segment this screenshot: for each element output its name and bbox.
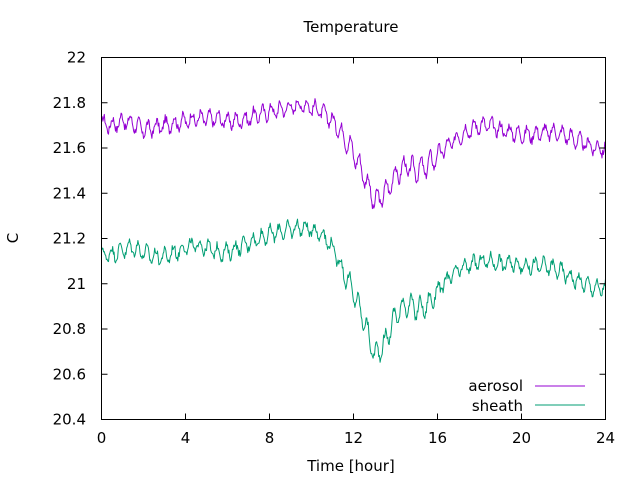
y-tick-label: 20.8: [53, 320, 86, 338]
y-tick-label: 22: [67, 49, 86, 67]
series-line-sheath: [101, 218, 606, 363]
plot-border: [101, 57, 606, 420]
x-axis-label: Time [hour]: [306, 457, 395, 475]
x-tick-label: 4: [181, 429, 191, 447]
chart-title: Temperature: [302, 18, 398, 36]
x-tick-label: 0: [97, 429, 107, 447]
y-axis-label: C: [4, 233, 22, 243]
x-tick-label: 12: [344, 429, 363, 447]
y-tick-label: 21.8: [53, 94, 86, 112]
y-tick-label: 21: [67, 275, 86, 293]
x-axis-ticks: 0 4 8 12 16 20 24: [97, 57, 615, 447]
y-tick-label: 20.4: [53, 411, 86, 429]
y-tick-label: 21.4: [53, 184, 86, 202]
y-axis-ticks: 20.4 20.6 20.8 21 21.2 21.4 21.6 21.8 22: [53, 49, 606, 429]
legend-label-sheath: sheath: [472, 397, 523, 415]
legend-label-aerosol: aerosol: [468, 377, 523, 395]
x-tick-label: 8: [265, 429, 275, 447]
y-tick-label: 20.6: [53, 365, 86, 383]
y-tick-label: 21.2: [53, 230, 86, 248]
y-tick-label: 21.6: [53, 139, 86, 157]
x-tick-label: 16: [428, 429, 447, 447]
x-tick-label: 20: [512, 429, 531, 447]
series-line-aerosol: [101, 98, 606, 210]
plot-content: [101, 98, 606, 363]
legend: aerosol sheath: [468, 377, 585, 415]
x-tick-label: 24: [596, 429, 615, 447]
